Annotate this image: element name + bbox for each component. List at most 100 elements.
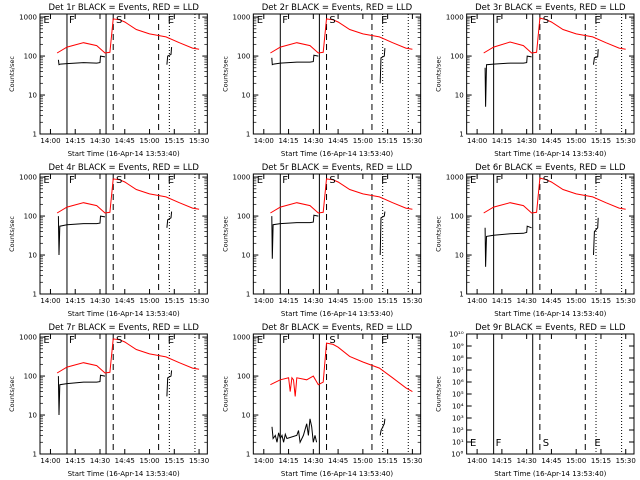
events-series-line <box>166 47 173 65</box>
x-tick-label: 14:30 <box>90 457 110 465</box>
y-tick-label: 10 <box>28 252 37 260</box>
y-tick-label: 10⁵ <box>452 391 464 399</box>
x-axis-label: Start Time (16-Apr-14 13:53:40) <box>494 310 606 318</box>
event-marker-label: E <box>168 335 174 346</box>
y-tick-label: 10 <box>241 252 250 260</box>
y-tick-label: 10² <box>452 427 464 435</box>
event-marker-label: E <box>470 15 476 26</box>
chart-panel-8: Det 8r BLACK = Events, RED = LLD Counts/s… <box>221 323 422 478</box>
y-tick-label: 10³ <box>452 415 464 423</box>
x-tick-label: 15:30 <box>189 457 209 465</box>
event-marker-label: F <box>282 15 288 26</box>
y-tick-label: 10¹⁰ <box>449 331 464 339</box>
y-tick-label: 10 <box>455 252 464 260</box>
event-marker-label: F <box>69 335 75 346</box>
y-tick-label: 1000 <box>19 174 37 182</box>
x-tick-label: 15:15 <box>591 137 611 145</box>
events-series-line <box>57 55 106 66</box>
x-tick-label: 15:15 <box>378 137 398 145</box>
x-tick-label: 14:30 <box>303 457 323 465</box>
lld-series-line <box>270 342 413 397</box>
event-marker-label: E <box>257 335 263 346</box>
x-tick-label: 15:30 <box>189 137 209 145</box>
event-marker-label: S <box>116 15 122 26</box>
x-tick-label: 15:15 <box>164 137 184 145</box>
y-axis-label: Counts/sec <box>221 56 229 92</box>
x-tick-label: 14:45 <box>541 457 561 465</box>
event-marker-label: S <box>543 15 549 26</box>
x-tick-label: 15:15 <box>164 457 184 465</box>
x-tick-label: 14:45 <box>115 137 135 145</box>
event-marker-label: F <box>496 15 502 26</box>
event-marker-label: S <box>329 175 335 186</box>
y-tick-label: 10¹ <box>452 439 464 447</box>
x-axis-label: Start Time (16-Apr-14 13:53:40) <box>281 150 393 158</box>
lld-series-line <box>483 177 626 214</box>
plot-frame <box>252 333 422 455</box>
lld-series-line <box>56 18 200 54</box>
events-series-line <box>484 225 532 267</box>
x-tick-label: 14:00 <box>254 297 274 305</box>
event-marker-label: E <box>168 175 174 186</box>
events-series-line <box>57 374 106 416</box>
x-tick-label: 15:00 <box>353 297 373 305</box>
y-tick-label: 1000 <box>233 14 251 22</box>
chart-title: Det 1r BLACK = Events, RED = LLD <box>48 3 199 13</box>
x-tick-label: 14:00 <box>467 137 487 145</box>
chart-title: Det 2r BLACK = Events, RED = LLD <box>262 3 413 13</box>
y-axis-label: Counts/sec <box>435 56 443 92</box>
y-tick-label: 1000 <box>233 334 251 342</box>
plot-frame <box>252 173 422 295</box>
y-tick-label: 10⁶ <box>452 379 464 387</box>
event-marker-label: E <box>594 15 600 26</box>
plot-frame <box>466 333 635 455</box>
event-marker-label: E <box>594 438 600 449</box>
event-marker-label: F <box>496 438 502 449</box>
y-tick-label: 10 <box>241 92 250 100</box>
y-tick-label: 10⁷ <box>452 367 464 375</box>
x-axis-label: Start Time (16-Apr-14 13:53:40) <box>281 310 393 318</box>
y-tick-label: 10⁸ <box>452 355 464 363</box>
y-axis-label: Counts/sec <box>221 376 229 412</box>
x-tick-label: 15:30 <box>402 457 422 465</box>
y-tick-label: 100 <box>24 373 37 381</box>
x-axis-label: Start Time (16-Apr-14 13:53:40) <box>494 470 606 478</box>
y-axis-label: Counts/sec <box>8 56 16 92</box>
chart-panel-1: Det 1r BLACK = Events, RED = LLD Counts/s… <box>8 3 209 158</box>
y-axis-label: Counts/sec <box>435 376 443 412</box>
y-tick-label: 1 <box>33 131 37 139</box>
y-tick-label: 100 <box>450 213 463 221</box>
y-tick-label: 100 <box>24 53 37 61</box>
x-tick-label: 14:15 <box>492 297 512 305</box>
x-tick-label: 14:30 <box>90 137 110 145</box>
event-marker-label: S <box>116 175 122 186</box>
chart-title: Det 3r BLACK = Events, RED = LLD <box>475 3 626 13</box>
chart-title: Det 6r BLACK = Events, RED = LLD <box>475 163 626 173</box>
x-tick-label: 14:15 <box>492 457 512 465</box>
chart-title: Det 7r BLACK = Events, RED = LLD <box>48 323 199 333</box>
x-tick-label: 14:15 <box>278 137 298 145</box>
y-tick-label: 1 <box>459 291 463 299</box>
y-tick-label: 1 <box>246 451 250 459</box>
y-axis-label: Counts/sec <box>221 216 229 252</box>
x-tick-label: 15:15 <box>164 297 184 305</box>
x-tick-label: 15:15 <box>378 297 398 305</box>
chart-panel-9: Det 9r BLACK = Events, RED = LLD Counts/s… <box>435 323 636 478</box>
event-marker-label: E <box>43 15 49 26</box>
x-tick-label: 15:00 <box>353 137 373 145</box>
y-tick-label: 100 <box>450 53 463 61</box>
chart-title: Det 5r BLACK = Events, RED = LLD <box>262 163 413 173</box>
x-tick-label: 14:15 <box>492 137 512 145</box>
x-tick-label: 14:15 <box>65 457 85 465</box>
events-series-line <box>593 49 599 65</box>
x-axis-label: Start Time (16-Apr-14 13:53:40) <box>68 150 180 158</box>
x-tick-label: 15:30 <box>189 297 209 305</box>
y-tick-label: 10° <box>451 451 463 459</box>
plot-frame <box>39 333 208 455</box>
x-tick-label: 14:00 <box>467 457 487 465</box>
y-axis-label: Counts/sec <box>8 376 16 412</box>
x-tick-label: 15:00 <box>139 137 159 145</box>
x-tick-label: 14:00 <box>467 297 487 305</box>
x-tick-label: 14:45 <box>541 137 561 145</box>
y-tick-label: 1 <box>459 131 463 139</box>
